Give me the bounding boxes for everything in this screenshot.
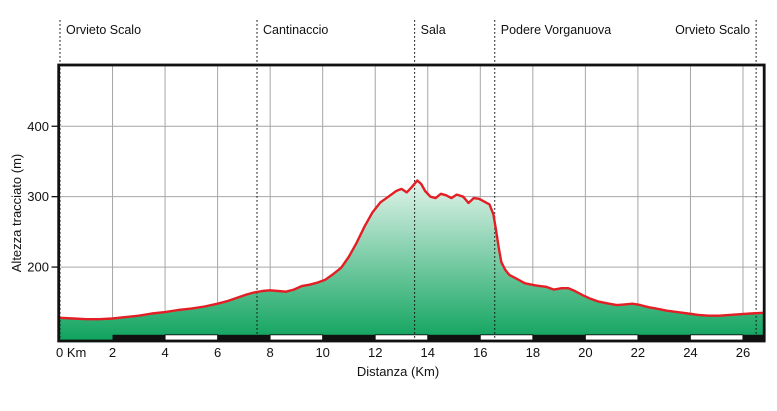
x-tick-label: 12 [368,345,382,360]
x-tick-label: 8 [267,345,274,360]
x-tick-label: 0 Km [56,345,86,360]
elevation-area-fill [60,180,764,341]
waypoint-labels: Orvieto Scalo Cantinaccio Sala Podere Vorga… [66,23,750,37]
x-tick-label: 14 [421,345,435,360]
y-tick-label: 400 [27,119,49,134]
x-tick-label: 26 [736,345,750,360]
x-tick-label: 22 [631,345,645,360]
waypoint-label: Cantinaccio [263,23,328,37]
waypoint-label: Orvieto Scalo [675,23,750,37]
x-tick-label: 20 [578,345,592,360]
x-tick-label: 2 [109,345,116,360]
km-bar-black-segment [322,334,376,341]
km-bar-black-segment [427,334,481,341]
y-axis-ticks: 200 300 400 [27,119,58,275]
elevation-profile-line [58,179,766,321]
x-tick-label: 4 [161,345,168,360]
x-tick-label: 18 [526,345,540,360]
km-bar-black-segment [743,334,764,341]
x-tick-label: 16 [473,345,487,360]
waypoint-label: Orvieto Scalo [66,23,141,37]
km-bar-black-segment [112,334,165,341]
km-scale-bar [112,334,764,342]
x-axis-tick-labels: 0 Km 2 4 6 8 10 12 14 16 18 20 22 24 26 [56,345,750,360]
x-tick-label: 24 [683,345,697,360]
km-bar-black-segment [532,334,586,341]
plot-frame [57,63,766,343]
waypoint-label: Sala [421,23,446,37]
x-axis-title: Distanza (Km) [357,364,439,379]
y-axis-title: Altezza tracciato (m) [9,154,24,272]
x-tick-label: 10 [315,345,329,360]
km-bar-black-segment [637,334,691,341]
km-bar-black-segment [217,334,271,341]
x-tick-label: 6 [214,345,221,360]
waypoint-label: Podere Vorganuova [501,23,612,37]
y-tick-label: 300 [27,189,49,204]
y-tick-label: 200 [27,260,49,275]
